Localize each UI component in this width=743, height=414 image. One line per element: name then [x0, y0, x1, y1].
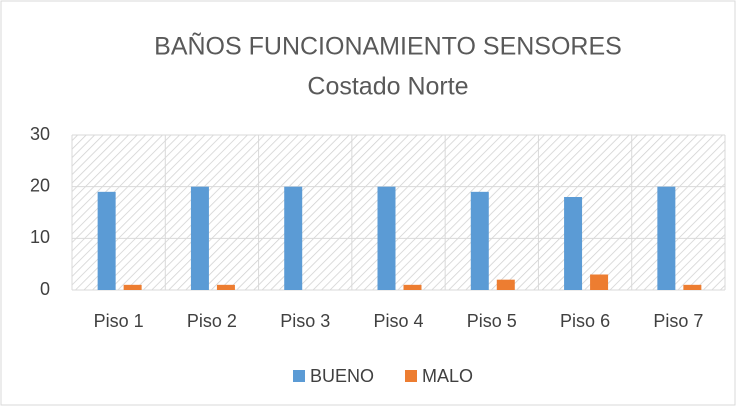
bar: [470, 191, 489, 290]
bar: [284, 186, 303, 290]
x-tick-label: Piso 7: [653, 311, 703, 331]
legend-swatch: [405, 370, 417, 382]
x-tick-label: Piso 3: [280, 311, 330, 331]
plot-area: [72, 135, 725, 290]
x-tick-label: Piso 4: [373, 311, 423, 331]
x-tick-label: Piso 2: [187, 311, 237, 331]
bar: [216, 284, 235, 290]
x-tick-label: Piso 5: [467, 311, 517, 331]
bar: [123, 284, 142, 290]
legend-swatch: [293, 370, 305, 382]
bar: [657, 186, 676, 290]
chart-title: BAÑOS FUNCIONAMIENTO SENSORES: [154, 32, 622, 61]
bar: [190, 186, 209, 290]
bar: [590, 274, 609, 290]
legend-label: BUENO: [310, 366, 374, 386]
y-tick-label: 10: [30, 227, 50, 247]
y-tick-label: 20: [30, 175, 50, 195]
bar: [496, 279, 515, 290]
legend-label: MALO: [422, 366, 473, 386]
chart-subtitle: Costado Norte: [307, 73, 468, 101]
y-tick-label: 0: [40, 279, 50, 299]
bar: [97, 191, 116, 290]
bar: [403, 284, 422, 290]
bar: [683, 284, 702, 290]
x-tick-label: Piso 6: [560, 311, 610, 331]
x-tick-label: Piso 1: [94, 311, 144, 331]
y-tick-label: 30: [30, 124, 50, 144]
bar: [564, 197, 583, 290]
bar: [377, 186, 396, 290]
